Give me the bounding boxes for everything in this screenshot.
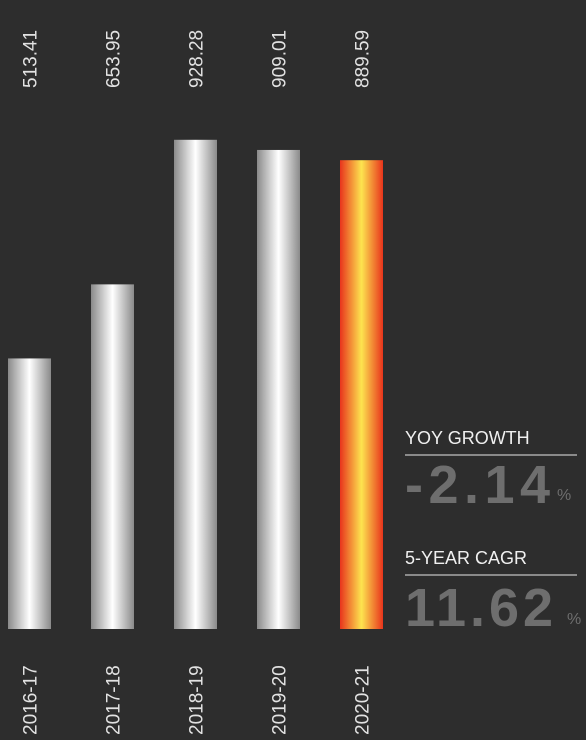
- stat-value: -2.14: [405, 455, 550, 515]
- stat-value: 11.62: [405, 578, 553, 638]
- stat-label: YOY GROWTH: [405, 428, 530, 448]
- stat-label: 5-YEAR CAGR: [405, 548, 527, 568]
- bar: [91, 284, 134, 629]
- stat-unit: %: [557, 487, 571, 504]
- value-label: 513.41: [21, 30, 42, 88]
- bar: [340, 160, 383, 629]
- bar: [174, 139, 217, 629]
- x-tick-label: 2019-20: [270, 665, 291, 735]
- value-label: 909.01: [270, 30, 291, 88]
- bar: [257, 149, 300, 630]
- value-label: 928.28: [187, 30, 208, 88]
- value-label: 653.95: [104, 30, 125, 88]
- value-label: 889.59: [353, 30, 374, 88]
- bar: [8, 358, 51, 629]
- x-tick-label: 2020-21: [353, 665, 374, 735]
- x-tick-label: 2018-19: [187, 665, 208, 735]
- x-tick-label: 2017-18: [104, 665, 125, 735]
- stat-unit: %: [567, 611, 581, 628]
- x-tick-label: 2016-17: [21, 665, 42, 735]
